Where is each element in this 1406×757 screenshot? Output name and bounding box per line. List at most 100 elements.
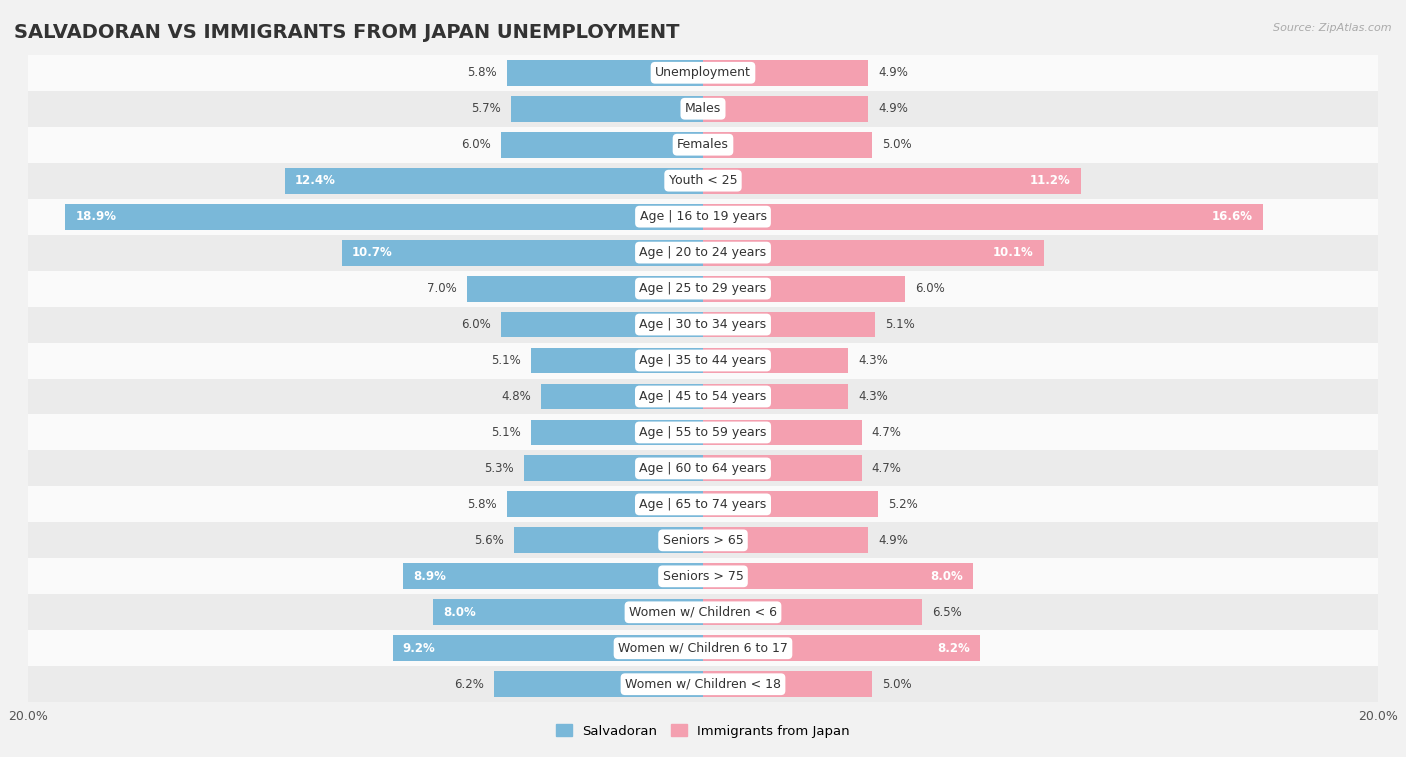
Text: 6.0%: 6.0% xyxy=(461,139,491,151)
Text: Age | 60 to 64 years: Age | 60 to 64 years xyxy=(640,462,766,475)
Bar xyxy=(28,91,1378,126)
Bar xyxy=(28,126,1378,163)
Text: 6.5%: 6.5% xyxy=(932,606,962,618)
Text: 4.9%: 4.9% xyxy=(879,67,908,79)
Text: 4.8%: 4.8% xyxy=(501,390,531,403)
Bar xyxy=(28,307,1378,342)
Text: Females: Females xyxy=(678,139,728,151)
Bar xyxy=(28,559,1378,594)
Text: SALVADORAN VS IMMIGRANTS FROM JAPAN UNEMPLOYMENT: SALVADORAN VS IMMIGRANTS FROM JAPAN UNEM… xyxy=(14,23,679,42)
Bar xyxy=(28,342,1378,378)
Text: Age | 45 to 54 years: Age | 45 to 54 years xyxy=(640,390,766,403)
Text: Age | 35 to 44 years: Age | 35 to 44 years xyxy=(640,354,766,367)
Text: Youth < 25: Youth < 25 xyxy=(669,174,737,187)
Text: 8.0%: 8.0% xyxy=(443,606,475,618)
Text: 5.2%: 5.2% xyxy=(889,498,918,511)
Bar xyxy=(515,528,703,553)
Text: 18.9%: 18.9% xyxy=(76,210,117,223)
Text: 6.2%: 6.2% xyxy=(454,678,484,690)
Text: 6.0%: 6.0% xyxy=(915,282,945,295)
Bar xyxy=(467,276,703,301)
Text: 4.3%: 4.3% xyxy=(858,354,889,367)
Text: 8.9%: 8.9% xyxy=(413,570,446,583)
Bar xyxy=(703,528,869,553)
Bar xyxy=(703,563,973,589)
Bar xyxy=(703,347,848,373)
Text: 5.1%: 5.1% xyxy=(886,318,915,331)
Text: Unemployment: Unemployment xyxy=(655,67,751,79)
Bar xyxy=(703,96,869,122)
Text: 5.3%: 5.3% xyxy=(485,462,515,475)
Bar xyxy=(510,96,703,122)
Bar xyxy=(501,312,703,338)
Bar xyxy=(508,491,703,517)
Text: 5.7%: 5.7% xyxy=(471,102,501,115)
Bar xyxy=(28,235,1378,270)
Text: 5.6%: 5.6% xyxy=(474,534,503,547)
Bar xyxy=(28,378,1378,415)
Bar xyxy=(28,55,1378,91)
Text: Age | 65 to 74 years: Age | 65 to 74 years xyxy=(640,498,766,511)
Text: 4.7%: 4.7% xyxy=(872,426,901,439)
Text: Age | 55 to 59 years: Age | 55 to 59 years xyxy=(640,426,766,439)
Bar xyxy=(28,522,1378,559)
Text: 7.0%: 7.0% xyxy=(427,282,457,295)
Text: 16.6%: 16.6% xyxy=(1212,210,1253,223)
Text: 11.2%: 11.2% xyxy=(1031,174,1071,187)
Bar xyxy=(284,168,703,194)
Bar xyxy=(703,635,980,661)
Bar xyxy=(433,600,703,625)
Text: 4.7%: 4.7% xyxy=(872,462,901,475)
Bar xyxy=(703,60,869,86)
Bar xyxy=(508,60,703,86)
Bar xyxy=(494,671,703,697)
Bar xyxy=(28,594,1378,631)
Text: 5.0%: 5.0% xyxy=(882,678,911,690)
Text: Males: Males xyxy=(685,102,721,115)
Bar xyxy=(531,347,703,373)
Bar xyxy=(703,312,875,338)
Bar xyxy=(703,168,1081,194)
Bar xyxy=(28,487,1378,522)
Bar xyxy=(703,204,1263,229)
Bar xyxy=(28,631,1378,666)
Text: Seniors > 65: Seniors > 65 xyxy=(662,534,744,547)
Bar xyxy=(703,276,905,301)
Text: 5.0%: 5.0% xyxy=(882,139,911,151)
Text: Women w/ Children 6 to 17: Women w/ Children 6 to 17 xyxy=(619,642,787,655)
Text: 5.8%: 5.8% xyxy=(468,67,498,79)
Bar xyxy=(703,600,922,625)
Bar xyxy=(65,204,703,229)
Bar xyxy=(703,384,848,410)
Text: 4.9%: 4.9% xyxy=(879,534,908,547)
Bar xyxy=(703,240,1043,266)
Text: 5.8%: 5.8% xyxy=(468,498,498,511)
Bar xyxy=(402,563,703,589)
Bar xyxy=(28,163,1378,198)
Text: Age | 16 to 19 years: Age | 16 to 19 years xyxy=(640,210,766,223)
Bar xyxy=(541,384,703,410)
Text: 9.2%: 9.2% xyxy=(402,642,436,655)
Text: 8.2%: 8.2% xyxy=(936,642,970,655)
Bar xyxy=(501,132,703,157)
Text: 10.7%: 10.7% xyxy=(352,246,392,259)
Bar xyxy=(28,450,1378,487)
Text: Age | 30 to 34 years: Age | 30 to 34 years xyxy=(640,318,766,331)
Text: Source: ZipAtlas.com: Source: ZipAtlas.com xyxy=(1274,23,1392,33)
Text: 4.9%: 4.9% xyxy=(879,102,908,115)
Text: 8.0%: 8.0% xyxy=(931,570,963,583)
Text: Age | 25 to 29 years: Age | 25 to 29 years xyxy=(640,282,766,295)
Text: 5.1%: 5.1% xyxy=(491,426,520,439)
Bar xyxy=(703,419,862,445)
Text: Seniors > 75: Seniors > 75 xyxy=(662,570,744,583)
Text: 10.1%: 10.1% xyxy=(993,246,1033,259)
Bar xyxy=(28,666,1378,702)
Text: 6.0%: 6.0% xyxy=(461,318,491,331)
Bar xyxy=(703,491,879,517)
Bar xyxy=(524,456,703,481)
Bar xyxy=(28,198,1378,235)
Bar xyxy=(703,132,872,157)
Text: Women w/ Children < 18: Women w/ Children < 18 xyxy=(626,678,780,690)
Bar xyxy=(28,270,1378,307)
Bar xyxy=(342,240,703,266)
